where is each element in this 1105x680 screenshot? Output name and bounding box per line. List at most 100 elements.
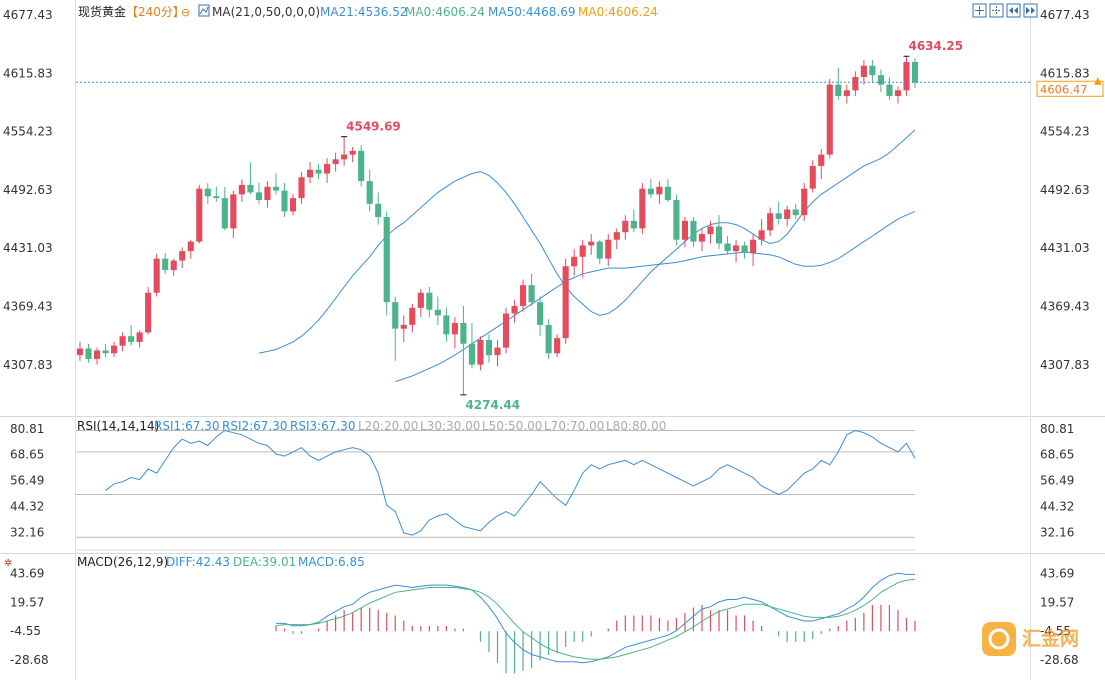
candle-body [238, 184, 245, 195]
current-price-tag [1036, 80, 1104, 97]
candle-body [451, 322, 458, 335]
rsi-title[interactable]: RSI(14,14,14) [77, 419, 159, 433]
candle-body [835, 84, 842, 96]
candle-body [767, 213, 774, 231]
candle-body [332, 159, 339, 165]
ma21-line [258, 129, 916, 354]
candle-body [221, 198, 228, 229]
toolbar [972, 3, 1038, 18]
price-tick-left: 4492.63 [3, 183, 53, 197]
candle-body [341, 154, 348, 160]
macd-diff-line [276, 572, 915, 664]
macd-tick-right: -4.55 [1040, 624, 1071, 638]
price-tick-left: 4554.23 [3, 125, 53, 139]
macd-tick-left: 19.57 [10, 595, 44, 609]
candle-body [681, 220, 689, 240]
ma-indicator-icon[interactable] [198, 4, 210, 17]
rsi-tick-right: 44.32 [1040, 500, 1074, 514]
macd-diff-legend: DIFF:42.43 [166, 555, 230, 569]
candle-body [519, 285, 527, 306]
rsi-tick-left: 44.32 [10, 500, 44, 514]
candle-body [545, 324, 552, 354]
rsi-tick-right: 56.49 [1040, 474, 1074, 488]
rsi-l20-legend: L20:20.00 [358, 419, 418, 433]
price-tick-right: 4492.63 [1040, 183, 1090, 197]
rsi2-legend: RSI2:67.30 [222, 419, 288, 433]
macd-title[interactable]: MACD(26,12,9) [77, 555, 168, 569]
candle-body [911, 61, 919, 83]
macd-dea-line [275, 578, 916, 660]
rsi-l30-legend: L30:30.00 [420, 419, 480, 433]
rsi-l70-legend: L70:70.00 [544, 419, 604, 433]
rewind-icon[interactable] [1006, 3, 1021, 18]
period-label[interactable]: 【240分】 [126, 5, 185, 19]
price-tick-right: 4554.23 [1040, 125, 1090, 139]
rsi-tick-right: 68.65 [1040, 448, 1074, 462]
candle-body [417, 292, 424, 308]
candle-body [511, 305, 518, 314]
candle-body [894, 90, 902, 96]
candle-body [613, 232, 620, 240]
rsi-l50-legend: L50:50.00 [482, 419, 542, 433]
candle-body [366, 181, 373, 204]
rsi-tick-left: 80.81 [10, 422, 44, 436]
forward-icon[interactable] [1023, 3, 1038, 18]
candle-body [477, 340, 484, 365]
candle-body [741, 245, 748, 253]
rsi-l80-legend: L80:80.00 [606, 419, 666, 433]
candle-body [860, 65, 867, 78]
candle-body [426, 292, 433, 310]
candle-body [809, 165, 816, 189]
price-tick-left: 4307.83 [3, 358, 53, 372]
macd-settings-icon[interactable]: ✲ [4, 558, 12, 569]
ma50-legend: MA50:4468.69 [488, 5, 576, 19]
candle-body [358, 150, 365, 182]
macd-tick-right: 19.57 [1040, 595, 1074, 609]
candle-body [102, 350, 109, 354]
watermark-logo-glyph [988, 628, 1010, 650]
candle-body [289, 198, 297, 212]
forward-icon-glyph [1026, 7, 1035, 14]
ma-setting-label[interactable]: MA(21,0,50,0,0,0) [212, 5, 320, 19]
macd-tick-left: -28.68 [10, 653, 49, 667]
candle-body [179, 251, 186, 261]
high-annotation-1: 4549.69 [346, 120, 401, 134]
candle-body [145, 292, 152, 333]
settings-icon[interactable]: ⊖ [181, 6, 190, 19]
price-tick-right: 4431.03 [1040, 241, 1090, 255]
candle-body [409, 307, 416, 325]
candle-body [136, 332, 143, 342]
macd-value-legend: MACD:6.85 [298, 555, 365, 569]
candle-body [579, 245, 586, 257]
price-tick-right: 4615.83 [1040, 66, 1090, 80]
macd-tick-right: 43.69 [1040, 567, 1074, 581]
price-tick-left: 4431.03 [3, 241, 53, 255]
candle-body [153, 258, 160, 293]
candle-body [596, 241, 603, 259]
low-annotation-1: 4274.44 [465, 398, 520, 412]
watermark-logo-icon [982, 622, 1016, 656]
candle-body [886, 84, 893, 96]
candle-body [76, 348, 84, 356]
ma-indicator-icon-line [199, 6, 209, 15]
candle-body [571, 256, 578, 267]
watermark: 汇金网 [982, 622, 1079, 656]
current-price-value: 4606.47 [1040, 82, 1088, 96]
candle-body [264, 186, 271, 201]
candle-body [664, 186, 671, 201]
candle-body [869, 65, 876, 76]
rewind-icon-glyph [1009, 7, 1018, 14]
candle-body [324, 164, 331, 174]
candle-body [128, 336, 135, 342]
price-tick-left: 4369.43 [3, 299, 53, 313]
candle-body [306, 169, 314, 178]
rsi-line [105, 429, 916, 536]
candle-body [383, 217, 390, 303]
candle-body [434, 309, 441, 316]
candle-body [119, 336, 126, 346]
rsi3-legend: RSI3:67.30 [290, 419, 356, 433]
candle-body [196, 188, 203, 242]
macd-tick-right: -28.68 [1040, 653, 1079, 667]
